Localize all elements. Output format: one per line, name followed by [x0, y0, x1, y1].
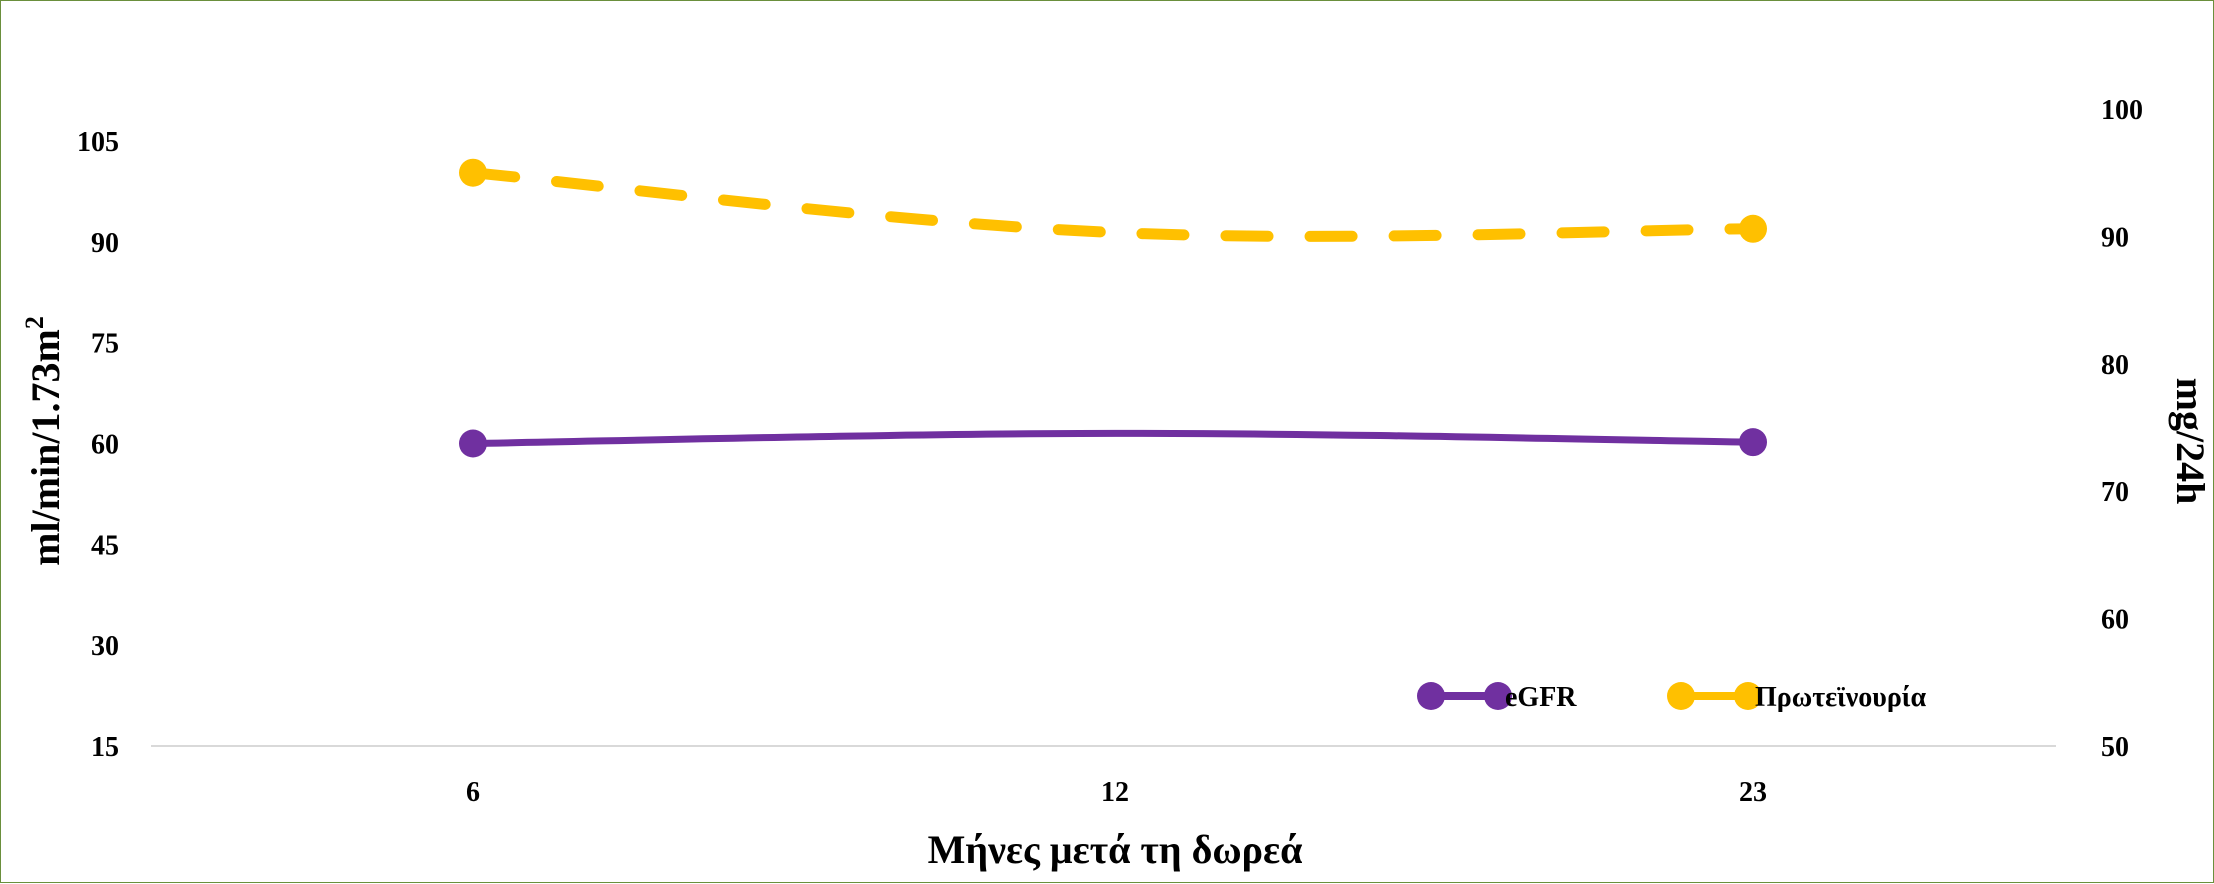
- y-right-tick-label: 60: [2101, 605, 2129, 636]
- x-axis-title: Μήνες μετά τη δωρεά: [928, 827, 1303, 872]
- x-tick-label: 23: [1739, 777, 1767, 808]
- x-tick-label: 6: [466, 777, 480, 808]
- data-point-proteinuria: [459, 158, 487, 187]
- legend-label-egfr: eGFR: [1505, 682, 1577, 713]
- y-left-tick-label: 45: [91, 530, 119, 561]
- y-left-tick-label: 75: [91, 329, 119, 360]
- series-line-proteinuria: [467, 167, 1759, 242]
- legend-marker-proteinuria: [1734, 682, 1762, 710]
- series-line-egfr: [469, 429, 1757, 447]
- y-right-tick-label: 100: [2101, 95, 2143, 126]
- y-left-tick-label: 30: [91, 631, 119, 662]
- y-right-tick-label: 70: [2101, 477, 2129, 508]
- x-tick-label: 12: [1101, 777, 1129, 808]
- legend-marker-egfr: [1484, 682, 1512, 710]
- right-axis-ticks: 50 60 70 80 90 100: [2101, 95, 2143, 763]
- y-right-tick-label: 80: [2101, 350, 2129, 381]
- y-left-tick-label: 60: [91, 430, 119, 461]
- legend-marker-proteinuria: [1667, 682, 1695, 710]
- legend: eGFR Πρωτεϊνουρία: [1417, 682, 1926, 713]
- y-axis-left-title-main: ml/min/1.73m: [23, 329, 68, 566]
- y-left-tick-label: 105: [77, 127, 119, 158]
- legend-marker-egfr: [1417, 682, 1445, 710]
- series-layer: [459, 158, 1767, 458]
- legend-label-proteinuria: Πρωτεϊνουρία: [1755, 682, 1926, 713]
- y-axis-left-title-superscript: 2: [20, 316, 49, 329]
- y-left-tick-label: 90: [91, 228, 119, 259]
- y-left-tick-label: 15: [91, 732, 119, 763]
- y-axis-left-title: ml/min/1.73m2: [20, 316, 68, 566]
- data-point-egfr: [1739, 428, 1767, 457]
- y-right-tick-label: 90: [2101, 222, 2129, 253]
- data-point-egfr: [459, 429, 487, 458]
- x-axis-ticks: 6 12 23: [466, 777, 1767, 808]
- y-right-tick-label: 50: [2101, 732, 2129, 763]
- y-axis-right-title: mg/24h: [2168, 378, 2213, 505]
- left-axis-ticks: 15 30 45 60 75 90 105: [77, 127, 119, 763]
- data-point-proteinuria: [1739, 214, 1767, 243]
